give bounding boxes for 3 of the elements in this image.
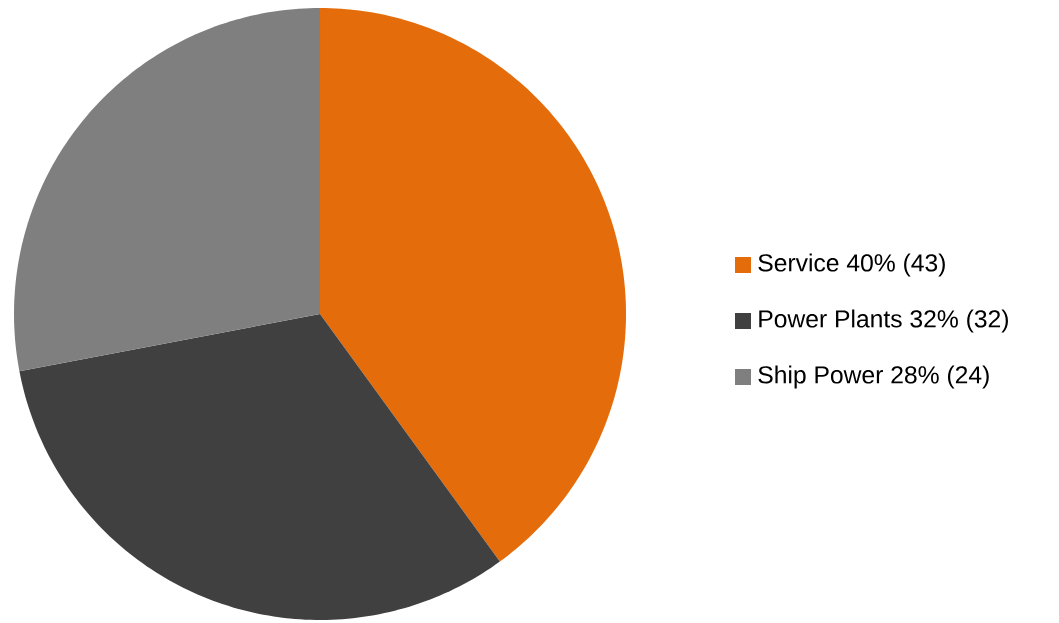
legend-label: Service 40% (43) [758,253,945,277]
legend-label: Power Plants 32% (32) [759,309,1008,333]
legend-label: Ship Power 28% (24) [758,365,989,389]
